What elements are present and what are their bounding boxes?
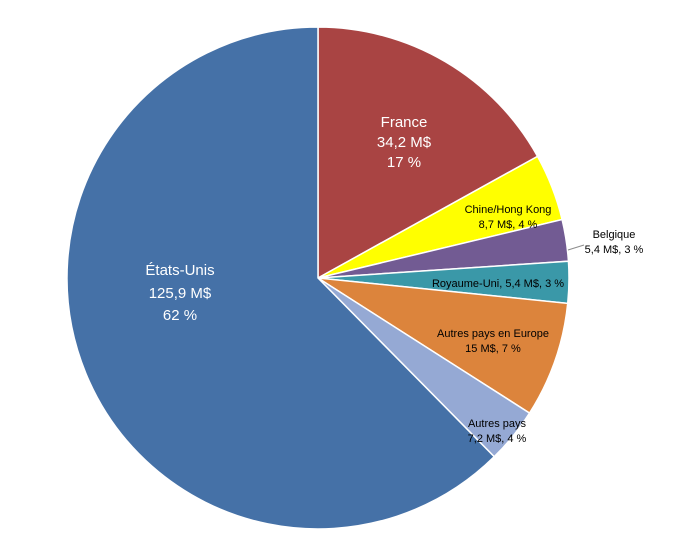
belgique-value-label: 5,4 M$, 3 %: [585, 244, 644, 256]
etats-unis-label: États-Unis: [145, 262, 214, 279]
etats-unis-value-label: 125,9 M$: [149, 285, 212, 302]
etats-unis-percent-label: 62 %: [163, 307, 197, 324]
pie-labels: France 34,2 M$ 17 % Chine/Hong Kong 8,7 …: [145, 114, 643, 445]
royaume-uni-label: Royaume-Uni, 5,4 M$, 3 %: [432, 278, 564, 290]
belgique-label: Belgique: [593, 229, 636, 241]
pie-slice-etats-unis: [66, 26, 496, 530]
chine-label: Chine/Hong Kong: [465, 204, 552, 216]
france-percent-label: 17 %: [387, 154, 421, 171]
autres-europe-value-label: 15 M$, 7 %: [465, 343, 521, 355]
france-label: France: [381, 114, 428, 131]
belgique-leader-line: [567, 244, 585, 251]
autres-pays-value-label: 7,2 M$, 4 %: [468, 433, 527, 445]
autres-europe-label: Autres pays en Europe: [437, 328, 549, 340]
france-value-label: 34,2 M$: [377, 134, 432, 151]
chine-value-label: 8,7 M$, 4 %: [479, 219, 538, 231]
pie-slice-france: [317, 26, 539, 280]
autres-pays-label: Autres pays: [468, 418, 527, 430]
pie-slice-autres-pays-en-europe: [317, 277, 569, 415]
pie-slices: [66, 26, 570, 530]
